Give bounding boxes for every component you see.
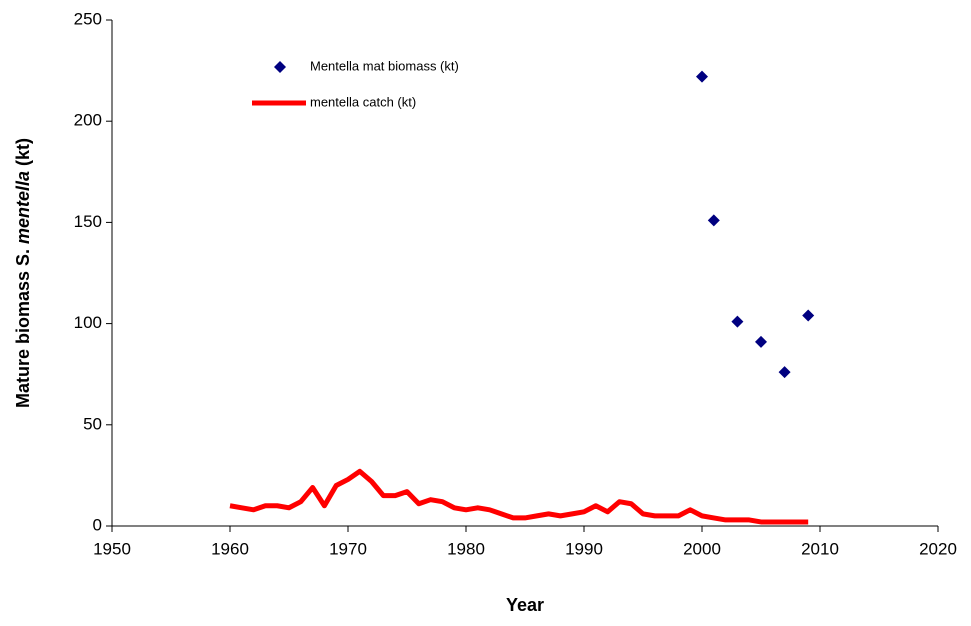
x-tick-label: 1980	[447, 539, 485, 558]
point	[802, 309, 815, 322]
x-tick-label: 2000	[683, 539, 721, 558]
point	[696, 70, 708, 83]
legend-label: mentella catch (kt)	[310, 94, 416, 109]
y-label-part: S.	[13, 249, 33, 266]
line	[229, 468, 809, 525]
point	[731, 315, 744, 328]
x-tick-label: 2010	[801, 539, 839, 558]
y-tick-label: 250	[74, 9, 102, 28]
y-label-part: mentella	[13, 171, 33, 244]
legend-symbol	[274, 61, 286, 73]
y-label-part: Mature biomass	[13, 271, 33, 408]
x-tick-label: 1950	[93, 539, 131, 558]
point	[707, 214, 720, 227]
x-tick-label: 1960	[211, 539, 249, 558]
x-tick-label: 1990	[565, 539, 603, 558]
y-tick-label: 200	[74, 111, 102, 130]
y-tick-label: 50	[83, 414, 102, 433]
y-tick-label: 150	[74, 212, 102, 231]
y-tick-label: 0	[93, 515, 102, 534]
x-tick-label: 1970	[329, 539, 367, 558]
legend-label: Mentella mat biomass (kt)	[310, 58, 459, 73]
point	[778, 366, 791, 379]
y-tick-label: 100	[74, 313, 102, 332]
y-axis-label: Mature biomass S. mentella (kt)	[13, 138, 33, 408]
x-tick-label: 2020	[919, 539, 957, 558]
point	[755, 335, 767, 348]
y-label-part: (kt)	[13, 138, 33, 166]
x-axis-label: Year	[506, 595, 544, 615]
